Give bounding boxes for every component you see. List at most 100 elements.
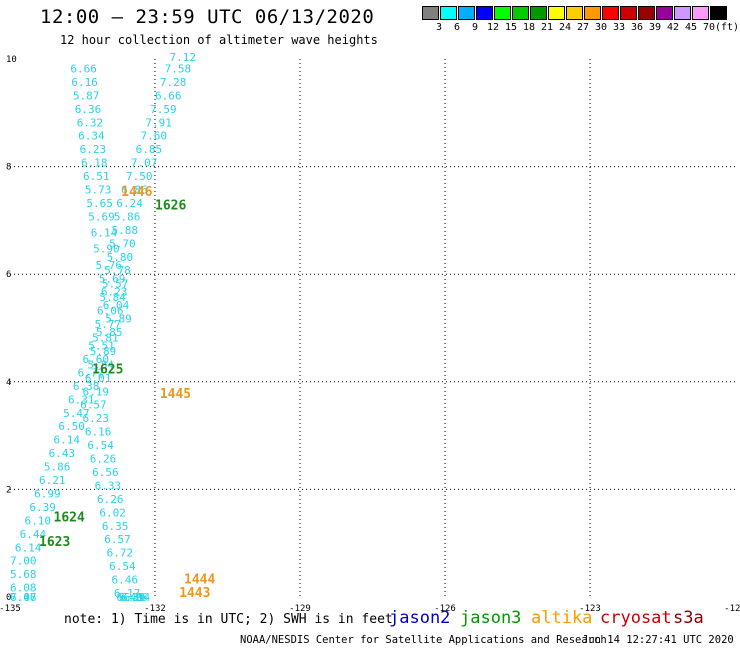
wave-height-label: 6.33 xyxy=(95,479,122,492)
wave-height-label: 6.26 xyxy=(97,493,124,506)
wave-height-label: 5.77 xyxy=(95,318,122,331)
wave-height-label: 5.47 xyxy=(63,407,90,420)
wave-height-label: 6.08 xyxy=(10,582,37,595)
legend-altika: altika xyxy=(531,608,593,628)
scale-label: 24 xyxy=(558,22,572,33)
wave-height-label: 6.23 xyxy=(101,286,128,299)
scale-swatch xyxy=(566,6,583,20)
scale-label: 39 xyxy=(648,22,662,33)
wave-height-label: 5.76 xyxy=(96,259,123,272)
wave-height-label: 6.35 xyxy=(102,520,129,533)
chart-subtitle: 12 hour collection of altimeter wave hei… xyxy=(60,33,378,47)
wave-height-label: 5.65 xyxy=(86,197,113,210)
pass-time-label: 1625 xyxy=(92,363,123,378)
wave-height-label: 6.01 xyxy=(85,372,112,385)
wave-height-label: 7.12 xyxy=(170,51,197,64)
scale-swatch xyxy=(710,6,727,20)
wave-height-label: 6.66 xyxy=(70,62,97,75)
wave-height-label: 7.60 xyxy=(141,130,168,143)
scale-swatch xyxy=(656,6,673,20)
wave-height-label: 6.02 xyxy=(99,506,126,519)
x-tick-label: -123 xyxy=(579,604,601,614)
scale-label: 3 xyxy=(435,22,443,33)
wave-height-label: 5.87 xyxy=(73,89,100,102)
scale-label: 9 xyxy=(471,22,479,33)
scale-label: 15 xyxy=(504,22,518,33)
scale-swatch xyxy=(674,6,691,20)
pass-time-label: 1626 xyxy=(155,199,186,214)
wave-height-label: 6.46 xyxy=(10,591,37,604)
wave-height-label: 5.86 xyxy=(114,210,140,223)
wave-height-label: 6.32 xyxy=(77,116,104,129)
wave-height-label: 6.21 xyxy=(39,474,66,487)
wave-height-label: 6.56 xyxy=(92,466,119,479)
wave-height-label: 6.57 xyxy=(104,533,131,546)
pass-time-label: 1444 xyxy=(184,573,215,588)
wave-height-label: 5.78 xyxy=(104,264,131,277)
wave-height-label: 6.06 xyxy=(97,305,124,318)
wave-height-label: 6.50 xyxy=(58,420,84,433)
wave-height-label: 6.39 xyxy=(29,501,56,514)
wave-height-label: 7.91 xyxy=(145,116,172,129)
wave-height-label: 6.72 xyxy=(107,547,133,560)
scale-label: 27 xyxy=(576,22,590,33)
scale-swatch xyxy=(584,6,601,20)
wave-height-label: 6.72 xyxy=(78,366,105,379)
wave-height-label: 6.24 xyxy=(116,197,143,210)
scale-swatch xyxy=(494,6,511,20)
wave-height-label: 6.54 xyxy=(109,560,136,573)
wave-height-label: 7.58 xyxy=(165,62,192,75)
wave-height-label: 6.57 xyxy=(80,399,107,412)
wave-height-label: 5.80 xyxy=(107,251,133,264)
wave-height-label: 6.14 xyxy=(15,541,42,554)
wave-height-label: 6.99 xyxy=(34,487,61,500)
wave-height-label: 7.07 xyxy=(131,157,158,170)
scale-swatch xyxy=(512,6,529,20)
wave-height-label: 7.28 xyxy=(160,76,187,89)
wave-height-label: 7.07 xyxy=(10,591,37,604)
wave-height-label: 6.18 xyxy=(81,157,108,170)
wave-height-label: 5.84 xyxy=(99,291,126,304)
wave-height-label: 5.88 xyxy=(112,224,139,237)
x-tick-label: -126 xyxy=(434,604,456,614)
credit-text: NOAA/NESDIS Center for Satellite Applica… xyxy=(240,634,607,646)
wave-height-label: 6.16 xyxy=(85,426,112,439)
wave-height-label: 6.46 xyxy=(112,574,139,587)
y-tick-label: 2 xyxy=(6,485,11,495)
scale-swatch xyxy=(620,6,637,20)
wave-height-label: 6.60 xyxy=(83,353,110,366)
scale-label: 70 xyxy=(702,22,716,33)
wave-height-label: 5.57 xyxy=(102,278,129,291)
wave-height-label: 6.66 xyxy=(155,89,182,102)
wave-height-label: 6.26 xyxy=(90,453,117,466)
pass-time-label: 1623 xyxy=(39,535,70,550)
wave-height-label: 7.59 xyxy=(150,103,177,116)
legend-note: note: 1) Time is in UTC; 2) SWH is in fe… xyxy=(64,612,393,627)
scale-swatch xyxy=(530,6,547,20)
wave-height-label: 6.16 xyxy=(71,76,98,89)
legend-cryosat: cryosat xyxy=(600,608,672,628)
scale-label: 36 xyxy=(630,22,644,33)
wave-height-label: 6.14 xyxy=(54,434,81,447)
wave-height-label: 5.69 xyxy=(88,210,115,223)
wave-height-label: 6.40 xyxy=(116,591,143,604)
wave-height-label: 6.19 xyxy=(83,385,110,398)
wave-height-label: 5.73 xyxy=(85,184,112,197)
wave-height-label: 6.10 xyxy=(25,514,52,527)
wave-height-label: 6.36 xyxy=(75,103,102,116)
wave-height-label: 7.50 xyxy=(126,170,153,183)
wave-height-label: 5.81 xyxy=(92,331,119,344)
wave-height-label: 5.69 xyxy=(99,272,126,285)
wave-height-label: 6.34 xyxy=(78,130,105,143)
scale-label: (ft) xyxy=(714,22,740,33)
legend-s3a: s3a xyxy=(673,608,704,628)
x-tick-label: -135 xyxy=(0,604,21,614)
wave-height-label: 5.51 xyxy=(88,340,115,353)
wave-height-label: 5.70 xyxy=(109,237,136,250)
x-tick-label: -129 xyxy=(289,604,311,614)
chart-title: 12:00 – 23:59 UTC 06/13/2020 xyxy=(40,6,375,28)
generated-timestamp: Jun 14 12:27:41 UTC 2020 xyxy=(582,634,734,646)
scale-swatch xyxy=(476,6,493,20)
pass-time-label: 1446 xyxy=(121,185,152,200)
